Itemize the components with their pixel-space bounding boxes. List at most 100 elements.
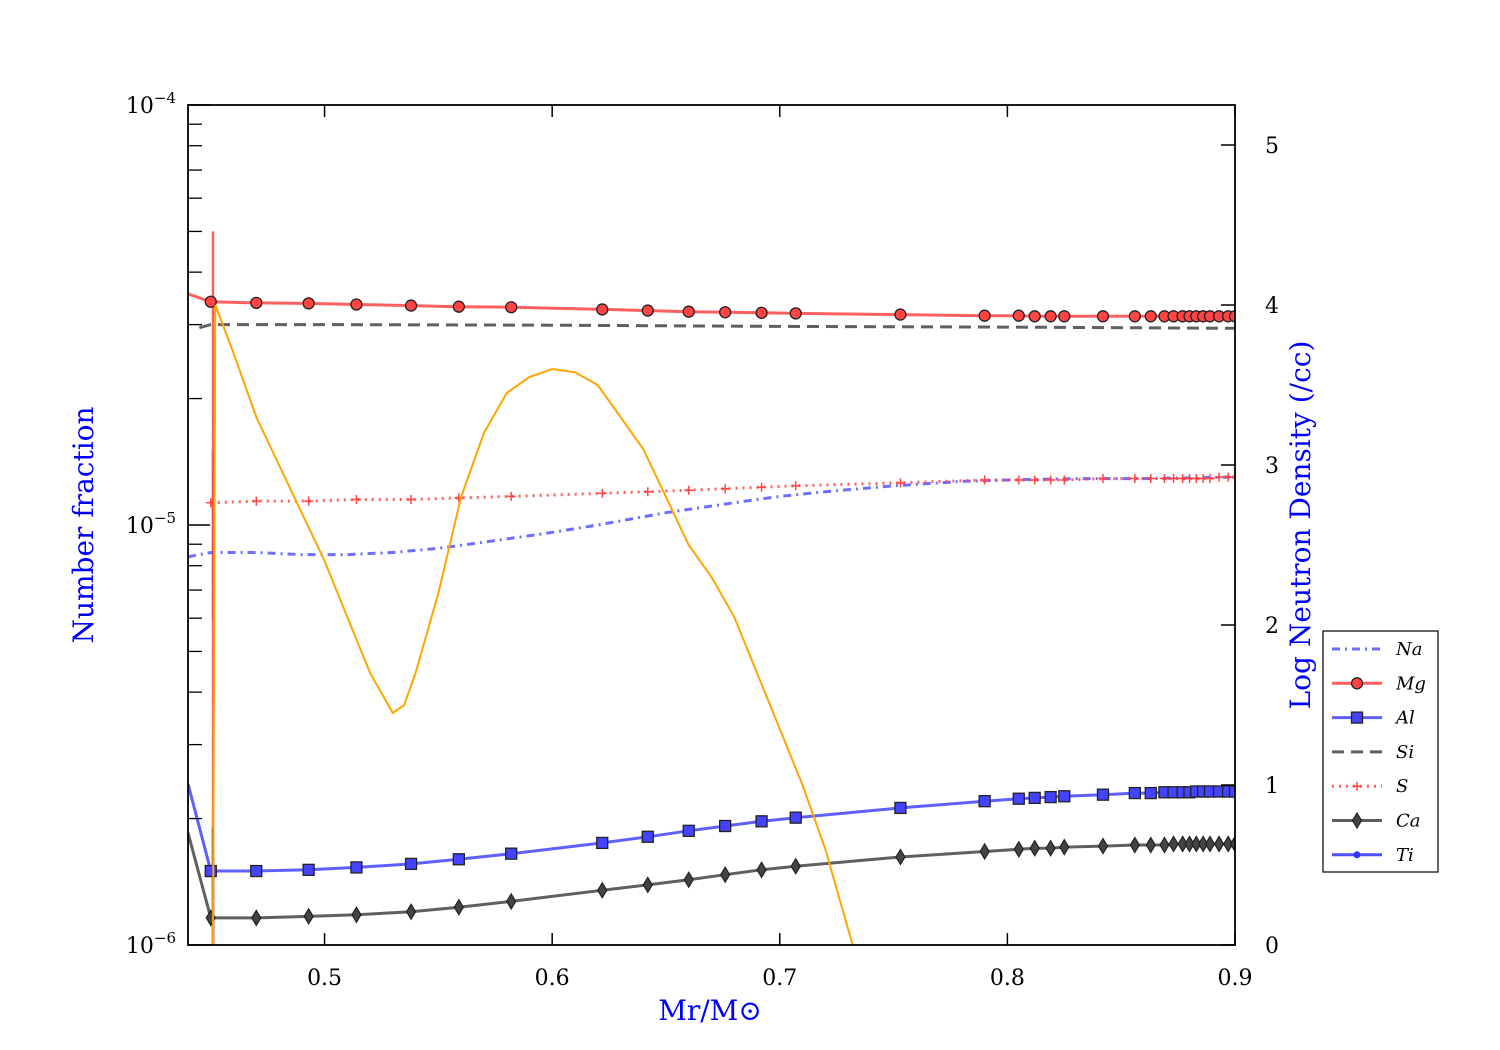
marker-diamond <box>1222 835 1234 853</box>
marker-diamond <box>979 842 990 861</box>
marker-plus <box>1014 475 1024 485</box>
marker-square <box>204 864 217 878</box>
legend-label: Mg <box>1395 673 1426 694</box>
x-axis-title: Mr/M⊙ <box>658 994 762 1027</box>
marker-diamond <box>1204 835 1216 853</box>
plot-frame <box>187 104 1236 946</box>
legend-label: Si <box>1396 742 1414 763</box>
marker-square <box>719 819 732 833</box>
marker-diamond <box>506 892 517 911</box>
marker-plus <box>1214 472 1224 482</box>
marker-diamond <box>1129 836 1141 854</box>
marker-circle <box>1350 677 1364 690</box>
series-layer <box>188 231 1235 945</box>
marker-diamond <box>1059 838 1070 856</box>
marker-diamond <box>351 906 362 924</box>
marker-square <box>978 795 991 808</box>
marker-plus <box>1169 474 1179 484</box>
marker-diamond <box>303 907 314 926</box>
y-left-tick-label: 10−4 <box>126 89 176 119</box>
marker-plus <box>643 487 653 497</box>
y-axis-left-title: Number fraction <box>67 406 100 643</box>
marker-diamond <box>756 861 767 879</box>
marker-circle <box>302 297 315 310</box>
marker-plus <box>1159 474 1169 484</box>
marker-diamond <box>1351 811 1363 830</box>
marker-plus <box>1130 474 1140 484</box>
legend: Na Mg Al Si S Ca Ti <box>1322 630 1439 873</box>
y-left-tick-label: 10−5 <box>126 509 176 539</box>
marker-plus <box>1098 474 1108 484</box>
legend-label: Na <box>1395 639 1422 660</box>
series-line-si <box>199 323 1235 330</box>
marker-diamond <box>1145 836 1156 854</box>
marker-plus <box>1352 781 1362 791</box>
marker-diamond <box>790 857 801 875</box>
marker-circle <box>596 303 609 316</box>
marker-circle <box>204 295 217 308</box>
marker-diamond <box>1045 839 1056 857</box>
marker-square <box>350 861 363 874</box>
y-right-tick-label: 2 <box>1265 614 1279 639</box>
marker-circle <box>1028 310 1041 323</box>
marker-plus <box>895 478 905 488</box>
marker-diamond <box>1029 839 1040 857</box>
marker-diamond <box>1097 837 1109 855</box>
legend-label: S <box>1396 776 1408 797</box>
x-tick-label: 0.8 <box>990 966 1025 991</box>
marker-circle <box>1058 310 1071 323</box>
marker-circle <box>1144 310 1157 323</box>
marker-plus <box>597 488 607 498</box>
x-tick-label: 0.6 <box>535 966 570 991</box>
marker-plus <box>757 482 767 492</box>
marker-diamond <box>1168 835 1179 853</box>
marker-diamond <box>719 866 731 884</box>
marker-diamond <box>642 876 653 894</box>
marker-circle <box>789 307 802 320</box>
ticks-layer: 0.5 0.6 0.7 0.8 0.9 10−6 10−5 10−4 0 1 2 3 4 5 <box>126 89 1279 991</box>
marker-square <box>682 824 695 837</box>
marker-plus <box>1205 474 1215 484</box>
legend-label: Ca <box>1396 811 1421 832</box>
y-right-tick-label: 4 <box>1265 294 1279 319</box>
marker-square <box>1028 791 1041 805</box>
marker-diamond <box>453 898 465 916</box>
marker-circle <box>250 296 263 310</box>
marker-square <box>755 815 768 828</box>
marker-square <box>302 863 315 876</box>
series-line-ca <box>188 832 1235 920</box>
marker-plus <box>351 495 361 505</box>
marker-square <box>1058 790 1071 803</box>
marker-diamond <box>1177 835 1188 853</box>
legend-label: Ti <box>1396 845 1414 866</box>
marker-circle <box>1012 309 1025 322</box>
legend-item-al: Al <box>1332 708 1415 729</box>
marker-square <box>789 811 802 824</box>
marker-plus <box>1230 472 1235 482</box>
marker-circle <box>350 298 363 311</box>
marker-circle <box>641 304 654 317</box>
marker-square <box>596 836 609 850</box>
y-left-tick-label: 10−6 <box>126 929 176 959</box>
marker-diamond <box>1213 835 1225 853</box>
marker-square <box>404 857 418 871</box>
marker-plus <box>1146 474 1156 484</box>
y-right-tick-label: 5 <box>1265 134 1279 159</box>
legend-item-mg: Mg <box>1332 673 1426 694</box>
marker-plus <box>1030 475 1040 485</box>
legend-item-ti: Ti <box>1332 845 1414 866</box>
marker-plus <box>506 491 516 501</box>
marker-plus <box>1046 475 1056 485</box>
marker-diamond <box>1184 835 1195 853</box>
y-right-tick-label: 3 <box>1265 454 1279 479</box>
legend-item-s: S <box>1332 776 1408 797</box>
legend-item-ca: Ca <box>1332 811 1421 832</box>
series-line-neutron-density <box>212 304 854 945</box>
marker-plus <box>251 496 261 506</box>
marker-circle <box>755 306 768 319</box>
marker-circle <box>505 301 518 314</box>
x-tick-label: 0.5 <box>307 966 342 991</box>
legend-item-na: Na <box>1332 639 1422 660</box>
marker-circle <box>1096 310 1110 323</box>
